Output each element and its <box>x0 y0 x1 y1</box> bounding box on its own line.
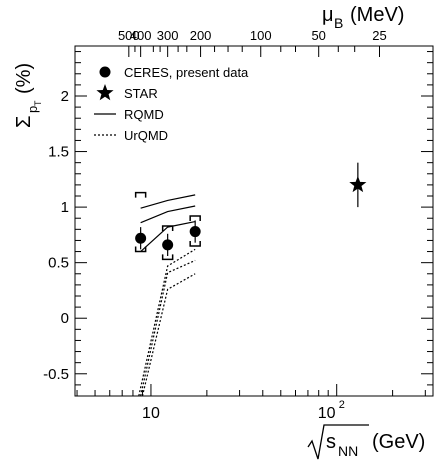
rqmd-curve <box>140 220 196 253</box>
legend-marker-star <box>96 84 114 101</box>
ceres-marker <box>189 226 201 238</box>
y-axis-label-unit: (%) <box>13 63 35 94</box>
x-tick-label: 10 <box>142 405 160 422</box>
x-tick-label: 10 <box>318 405 336 422</box>
top-tick-label: 200 <box>190 28 212 43</box>
urqmd-curve <box>140 259 196 397</box>
legend-label: CERES, present data <box>124 65 249 80</box>
syst-bracket-bottom <box>189 241 201 247</box>
y-axis-label-sub: p <box>25 106 40 113</box>
data-points <box>134 162 367 261</box>
y-tick-label: 1 <box>61 199 69 216</box>
top-axis-label-unit: (MeV) <box>350 4 404 26</box>
top-tick-label: 25 <box>372 28 386 43</box>
x-tick-exponent: 2 <box>339 399 345 411</box>
x-axis-label-sub: NN <box>338 443 358 459</box>
x-axis-title: s NN (GeV) <box>307 424 425 460</box>
legend-label: RQMD <box>124 107 164 122</box>
plot-frame <box>74 45 434 397</box>
rqmd-curve <box>140 205 196 224</box>
urqmd-curve <box>138 248 196 397</box>
legend-label: UrQMD <box>124 128 168 143</box>
y-tick-label: 1.5 <box>48 144 69 161</box>
top-tick-label: 300 <box>157 28 179 43</box>
top-tick-label: 400 <box>130 28 152 43</box>
minor-ticks <box>75 46 433 396</box>
x-axis-label-main: s <box>326 431 336 453</box>
rqmd-curve <box>140 194 196 209</box>
model-curves <box>138 194 196 397</box>
syst-bracket-top <box>134 191 147 198</box>
star-marker <box>349 175 367 193</box>
top-axis-label-main: μ <box>322 4 334 26</box>
top-axis-title: μ B (MeV) <box>322 4 404 31</box>
ceres-marker <box>162 239 174 251</box>
syst-bracket-bottom <box>161 254 174 261</box>
syst-bracket-top <box>189 215 201 221</box>
y-axis-label-main: Σ <box>13 116 35 128</box>
y-axis-title: Σ p T (%) <box>13 63 43 128</box>
y-tick-label: -0.5 <box>43 366 69 383</box>
top-axis-label-sub: B <box>334 15 343 31</box>
legend-label: STAR <box>124 86 158 101</box>
y-tick-label: 2 <box>61 88 69 105</box>
y-tick-label: 0 <box>61 310 69 327</box>
y-tick-label: 0.5 <box>48 255 69 272</box>
urqmd-curve <box>141 273 196 397</box>
top-tick-label: 100 <box>250 28 272 43</box>
y-axis-label-subsub: T <box>33 100 43 106</box>
syst-bracket-top <box>161 225 174 231</box>
legend-marker-circle <box>99 66 111 78</box>
top-tick-label: 50 <box>311 28 325 43</box>
syst-bracket-bottom <box>134 246 147 253</box>
legend: CERES, present data STAR RQMD UrQMD <box>94 65 249 143</box>
top-tick-label: 500 <box>118 28 140 43</box>
x-axis-label-unit: (GeV) <box>372 431 425 453</box>
ceres-marker <box>135 232 147 244</box>
